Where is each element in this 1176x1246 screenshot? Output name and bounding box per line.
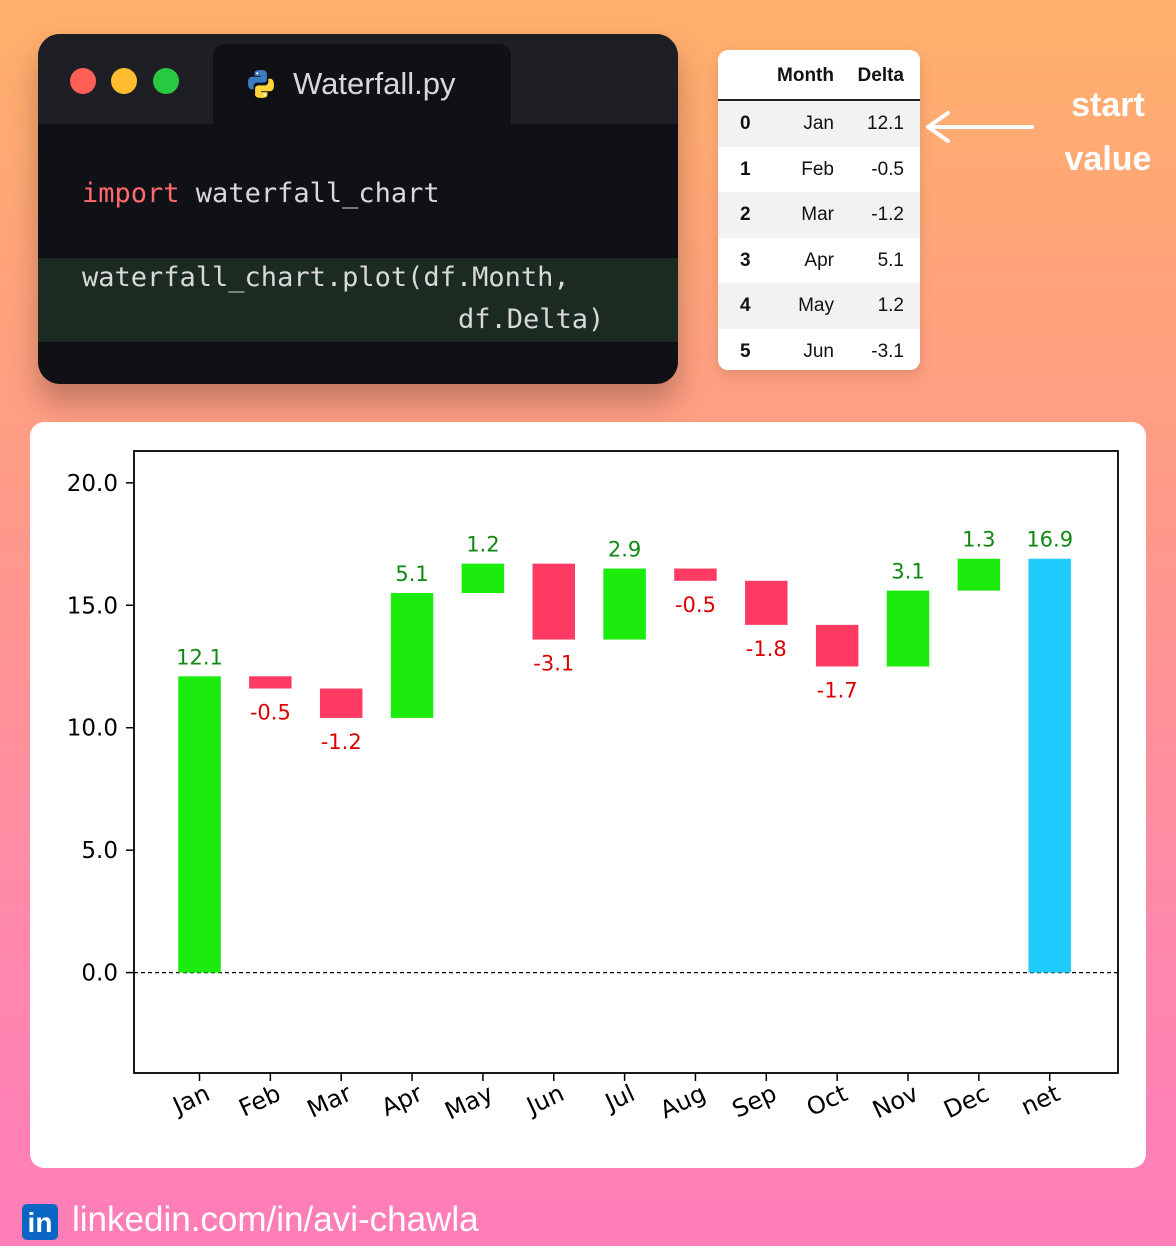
bar-nov xyxy=(886,590,930,667)
y-tick-label: 10.0 xyxy=(67,716,118,742)
x-tick-label: May xyxy=(441,1079,498,1125)
x-tick-label: Jan xyxy=(167,1079,214,1121)
row-month: Apr xyxy=(804,249,834,271)
data-label: 1.2 xyxy=(466,533,499,557)
code-line-import: import waterfall_chart xyxy=(82,178,440,209)
table-row: 0 Jan 12.1 xyxy=(718,101,920,147)
chart-card: 12.1 -0.5 -1.2 5.1 1.2 -3.1 2.9 -0.5 -1.8 -1.7 3.1… xyxy=(30,422,1146,1168)
row-delta: -1.2 xyxy=(871,204,904,225)
y-tick-label: 5.0 xyxy=(81,838,118,864)
table-header: Month Delta xyxy=(718,50,920,101)
linkedin-profile-link[interactable]: linkedin.com/in/avi-chawla xyxy=(72,1200,479,1239)
data-label: 5.1 xyxy=(395,562,428,586)
x-tick-label: net xyxy=(1017,1079,1065,1121)
row-delta: 5.1 xyxy=(877,249,904,271)
waterfall-chart: 12.1 -0.5 -1.2 5.1 1.2 -3.1 2.9 -0.5 -1.8 -1.7 3.1… xyxy=(67,450,1119,1125)
code-window: Waterfall.py import waterfall_chart wate… xyxy=(38,34,678,384)
data-label: -3.1 xyxy=(533,652,574,676)
y-tick-label: 0.0 xyxy=(81,961,118,987)
title-bar: Waterfall.py xyxy=(38,34,678,124)
code-line-plot-continued: df.Delta) xyxy=(458,304,605,335)
row-index: 1 xyxy=(740,158,751,180)
row-index: 4 xyxy=(740,295,751,316)
bar-sep xyxy=(745,580,788,625)
x-tick-label: Aug xyxy=(656,1079,710,1124)
table-row: 3 Apr 5.1 xyxy=(718,238,920,284)
highlighted-lines xyxy=(38,258,678,342)
y-tick-label: 20.0 xyxy=(67,471,118,497)
dataframe-table: Month Delta 0 Jan 12.1 1 Feb -0.5 2 Mar … xyxy=(718,50,920,370)
close-window-button[interactable] xyxy=(70,68,96,94)
x-tick-label: Jul xyxy=(599,1079,639,1117)
header-month: Month xyxy=(777,65,834,86)
data-label: -0.5 xyxy=(250,701,291,725)
bar-jan xyxy=(178,676,221,973)
python-icon xyxy=(248,70,274,98)
row-index: 3 xyxy=(740,249,751,271)
code-line-plot: waterfall_chart.plot(df.Month, xyxy=(82,262,570,293)
bar-jun xyxy=(532,563,575,640)
x-tick-label: Apr xyxy=(377,1079,427,1122)
data-label: -1.8 xyxy=(746,637,787,661)
plot-frame xyxy=(133,450,1119,1074)
annotation-line-1: start xyxy=(1071,86,1145,124)
start-value-annotation: start value xyxy=(1040,78,1176,186)
bar-mar xyxy=(319,688,363,718)
x-tick-label: Jun xyxy=(521,1079,569,1121)
minimize-window-button[interactable] xyxy=(111,68,137,94)
data-label: 1.3 xyxy=(962,528,995,552)
x-tick-label: Feb xyxy=(235,1079,285,1122)
x-tick-label: Sep xyxy=(728,1079,781,1123)
bar-aug xyxy=(674,568,717,581)
row-month: May xyxy=(798,295,834,316)
row-month: Jan xyxy=(803,113,834,134)
arrow-left-icon xyxy=(926,111,1034,143)
row-month: Jun xyxy=(803,340,834,362)
bar-net xyxy=(1028,558,1071,973)
data-label: -0.5 xyxy=(675,593,716,617)
x-tick-label: Dec xyxy=(939,1079,993,1124)
header-delta: Delta xyxy=(857,65,904,86)
row-delta: -3.1 xyxy=(871,340,904,362)
data-label: 12.1 xyxy=(176,645,223,669)
linkedin-icon: in xyxy=(22,1204,58,1240)
bar-feb xyxy=(249,676,292,689)
tab-waterfall-py[interactable]: Waterfall.py xyxy=(213,44,511,124)
row-delta: 12.1 xyxy=(867,113,904,134)
row-month: Feb xyxy=(801,158,834,180)
table-row: 5 Jun -3.1 xyxy=(718,329,920,371)
maximize-window-button[interactable] xyxy=(153,68,179,94)
bar-oct xyxy=(815,624,859,667)
table-row: 1 Feb -0.5 xyxy=(718,147,920,193)
bar-jul xyxy=(603,568,646,640)
row-delta: -0.5 xyxy=(871,158,904,180)
bar-dec xyxy=(957,558,1001,591)
data-label: -1.7 xyxy=(817,678,858,702)
data-label: 16.9 xyxy=(1026,528,1073,552)
y-tick-label: 15.0 xyxy=(67,593,118,619)
bar-may xyxy=(461,563,505,594)
row-index: 0 xyxy=(740,113,751,134)
row-index: 5 xyxy=(740,340,751,362)
annotation-line-2: value xyxy=(1064,140,1152,178)
row-month: Mar xyxy=(801,204,834,225)
import-keyword: import xyxy=(82,178,180,209)
table-row: 4 May 1.2 xyxy=(718,283,920,329)
data-label: 3.1 xyxy=(891,560,924,584)
bar-apr xyxy=(390,593,434,718)
x-tick-label: Oct xyxy=(802,1079,851,1122)
x-tick-label: Mar xyxy=(303,1079,356,1124)
import-module: waterfall_chart xyxy=(179,178,440,209)
table-row: 2 Mar -1.2 xyxy=(718,192,920,238)
x-tick-label: Nov xyxy=(868,1079,922,1124)
row-delta: 1.2 xyxy=(877,295,904,316)
tab-label: Waterfall.py xyxy=(293,66,456,101)
data-label: -1.2 xyxy=(321,730,362,754)
data-label: 2.9 xyxy=(608,538,641,562)
row-index: 2 xyxy=(740,204,751,225)
